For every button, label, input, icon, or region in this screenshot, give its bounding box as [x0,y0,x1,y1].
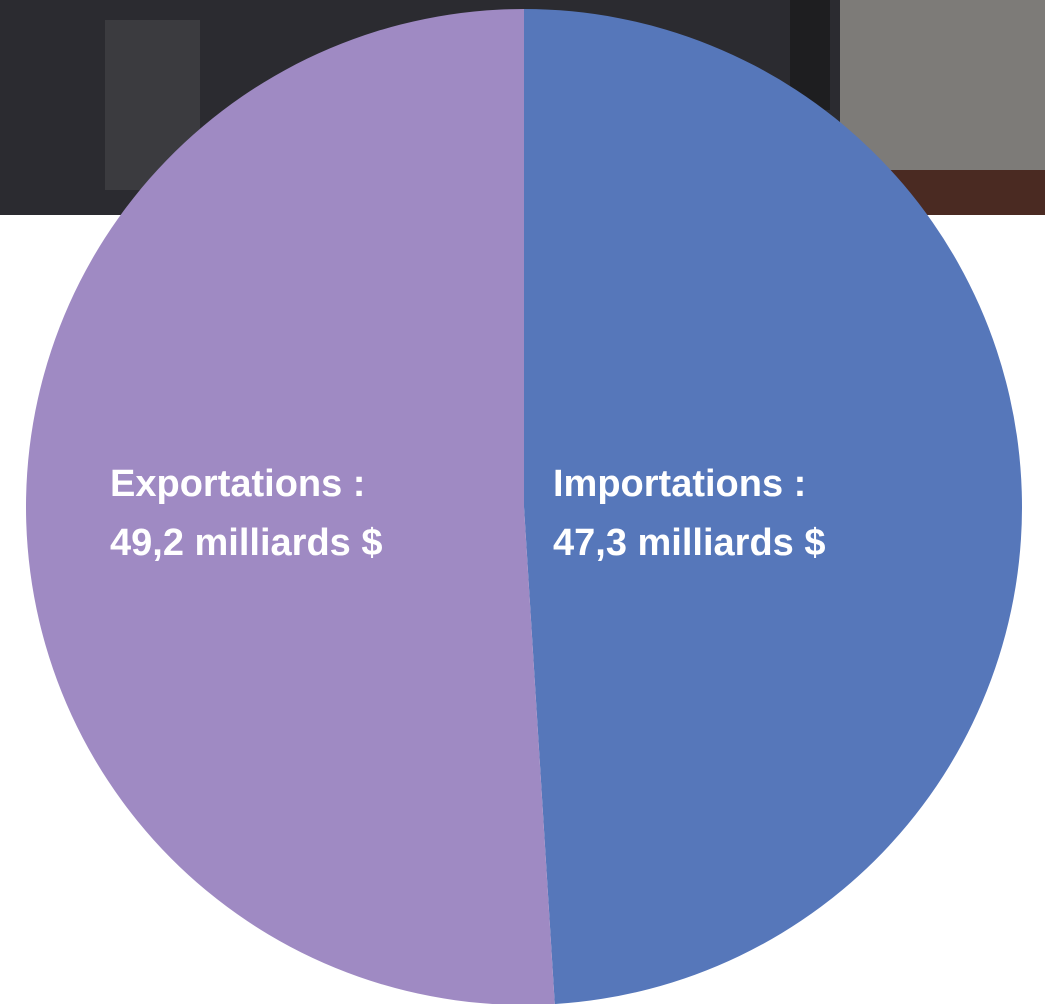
slice-value-label: 49,2 milliards $ [110,522,383,564]
slice-category-label: Exportations : [110,463,365,505]
page: Importations : 47,3 milliards $ Exportatio… [0,0,1045,1004]
slice-value-label: 47,3 milliards $ [553,522,826,564]
slice-category-label: Importations : [553,463,806,505]
chart: Importations : 47,3 milliards $ Exportatio… [0,0,1045,1004]
